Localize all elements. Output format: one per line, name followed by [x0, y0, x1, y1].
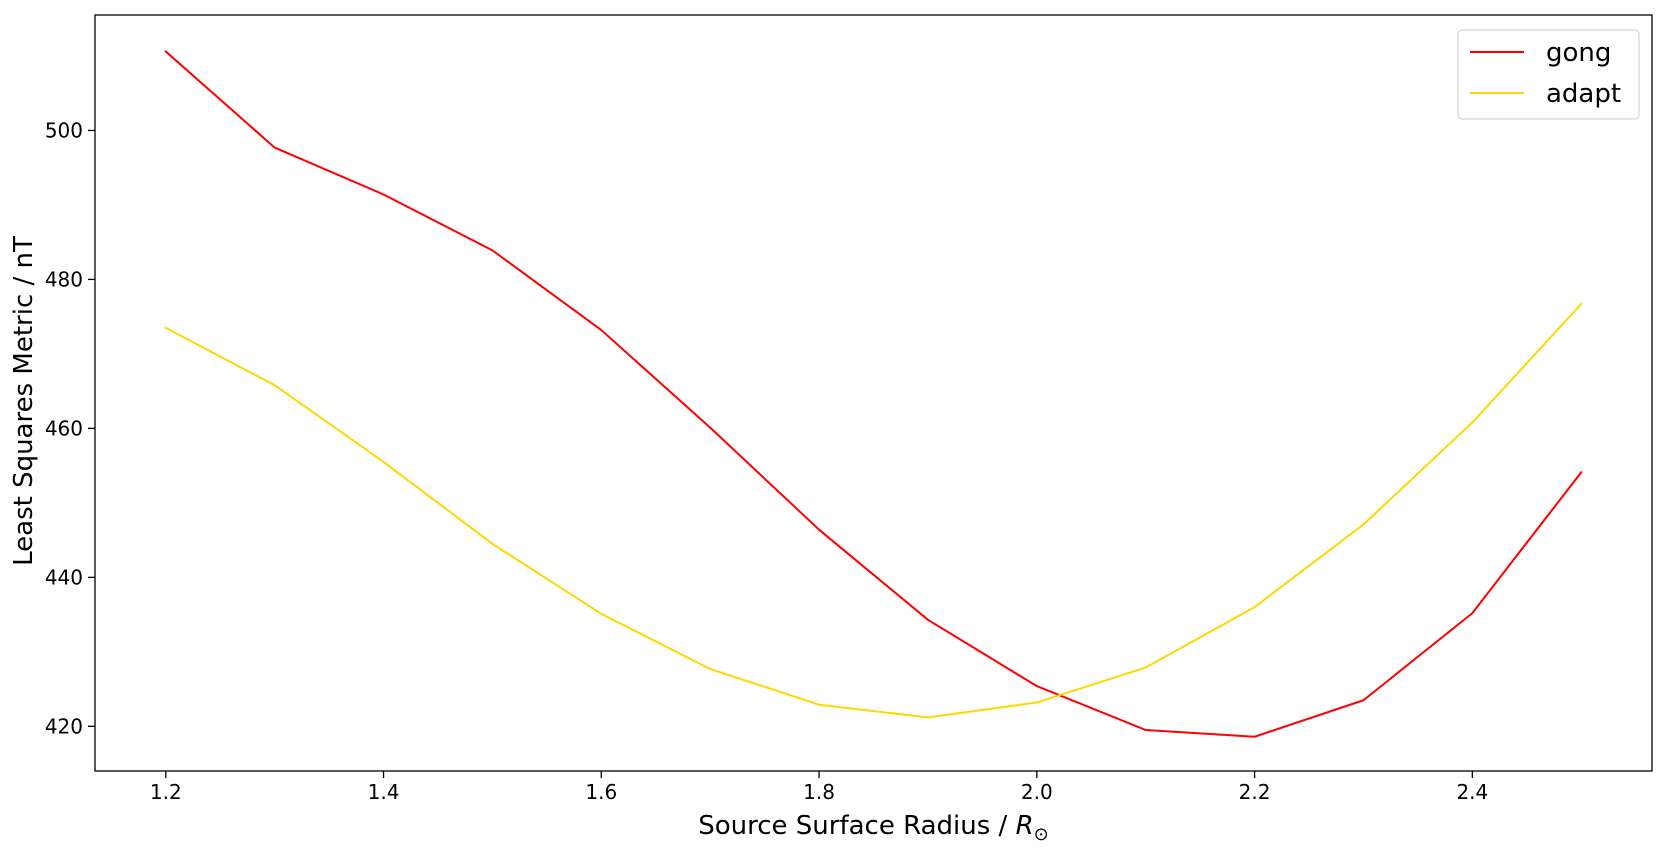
x-tick-label: 1.6: [585, 780, 617, 804]
legend: gong adapt: [1457, 29, 1640, 120]
legend-items: gong adapt: [1470, 38, 1621, 109]
y-tick-label: 460: [45, 416, 83, 440]
x-axis-title-text: Source Surface Radius /: [698, 811, 1015, 841]
y-tick-label: 500: [45, 118, 83, 142]
y-tick-label: 440: [45, 565, 83, 589]
x-tick-label: 2.4: [1456, 780, 1488, 804]
series-line-gong: [164, 50, 1583, 738]
x-axis-title-symbol: R: [1016, 811, 1034, 841]
y-tick-label: 480: [45, 267, 83, 291]
plot-frame: [94, 14, 1653, 772]
y-axis-title: Least Squares Metric / nT: [9, 236, 39, 566]
legend-label-gong: gong: [1546, 38, 1611, 68]
legend-label-adapt: adapt: [1546, 79, 1621, 109]
x-tick-label: 2.0: [1021, 780, 1053, 804]
y-tick-label: 420: [45, 714, 83, 738]
x-tick-label: 1.2: [150, 780, 182, 804]
x-axis-title-subscript: ⊙: [1034, 824, 1049, 844]
y-axis-ticks: 420 440 460 480 500: [45, 118, 95, 738]
x-tick-label: 1.4: [368, 780, 400, 804]
x-axis-ticks: 1.2 1.4 1.6 1.8 2.0 2.2 2.4: [150, 771, 1488, 804]
x-axis-title: Source Surface Radius / R⊙: [698, 811, 1049, 844]
x-tick-label: 1.8: [803, 780, 835, 804]
series-layer: [164, 50, 1583, 738]
series-line-adapt: [164, 302, 1583, 719]
x-tick-label: 2.2: [1239, 780, 1271, 804]
